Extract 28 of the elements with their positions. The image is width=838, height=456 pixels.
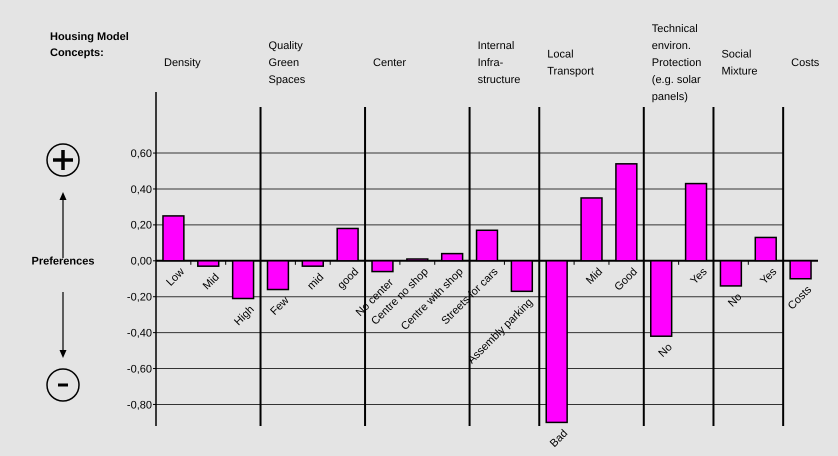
text: Local Transport <box>547 48 594 78</box>
y-tick-label: -0,80 <box>126 399 152 412</box>
x-tick-label: Few <box>268 294 292 318</box>
x-tick-label: Yes <box>758 266 780 288</box>
x-tick-label: mid <box>305 271 326 292</box>
x-tick-label: Mid <box>584 266 606 287</box>
text: Quality Green Spaces <box>268 40 306 86</box>
y-tick-label: -0,20 <box>126 292 152 304</box>
y-tick-label: 0,40 <box>130 184 152 196</box>
x-tick-label: Low <box>164 266 188 289</box>
text: Density <box>164 57 202 69</box>
text: Internal Infra- structure <box>478 40 520 86</box>
y-tick-label: 0,20 <box>130 220 152 232</box>
x-tick-label: Bad <box>548 427 570 450</box>
y-axis-title: Preferences <box>32 256 94 268</box>
x-tick-label: No <box>726 291 744 310</box>
chart-title: Housing Model Concepts: <box>50 31 129 59</box>
x-tick-label: Yes <box>688 266 710 288</box>
y-tick-label: -0,40 <box>126 327 152 340</box>
x-tick-label: Mid <box>200 271 222 292</box>
y-tick-label: 0,60 <box>130 148 152 160</box>
text: Costs <box>791 57 820 69</box>
annotation: Technical environ. Protection (e.g. solar panels) <box>652 23 702 103</box>
y-tick-label: -0,60 <box>126 363 152 376</box>
text: Social Mixture <box>721 48 758 78</box>
y-tick-label: 0,00 <box>130 256 152 268</box>
x-tick-label: No <box>656 341 675 360</box>
text: Center <box>373 57 406 69</box>
